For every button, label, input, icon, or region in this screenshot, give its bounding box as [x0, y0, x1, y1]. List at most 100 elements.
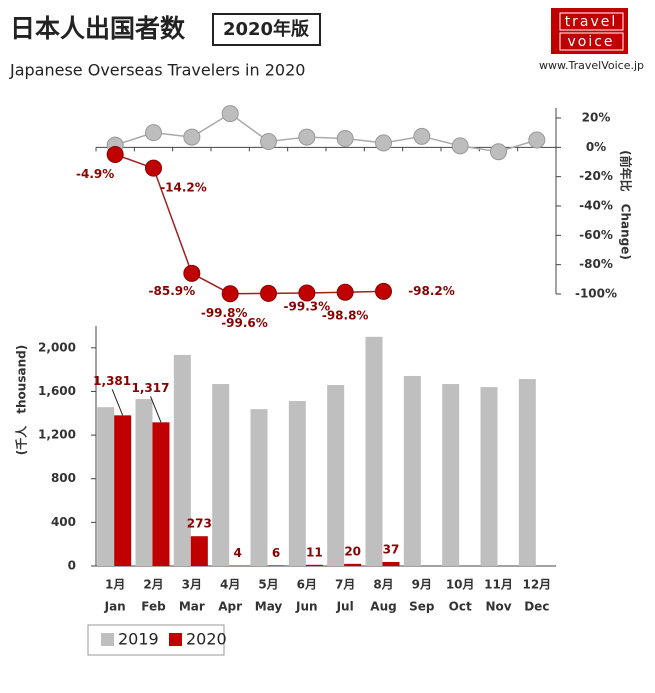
data-label: -98.8%: [322, 309, 369, 323]
x-tick-label: 10月: [446, 578, 475, 592]
y-tick-label: -60%: [579, 228, 613, 242]
data-label: 1,317: [132, 381, 170, 395]
logo-text: voice: [567, 34, 614, 50]
y-tick-label: 2,000: [38, 340, 76, 354]
bar: [344, 563, 362, 566]
data-label: 6: [272, 546, 280, 560]
x-tick-label: Jun: [295, 600, 318, 614]
x-tick-label: 11月: [484, 578, 513, 592]
bar: [305, 564, 323, 566]
x-tick-label: 1月: [105, 578, 125, 592]
data-label: 37: [383, 542, 400, 556]
data-label: -99.8%: [201, 306, 248, 320]
point: [336, 130, 354, 148]
logo-box: [551, 8, 628, 54]
bar: [190, 536, 208, 566]
point: [260, 132, 277, 150]
legend-swatch: [169, 633, 182, 646]
axis-label: (前年比 Change): [619, 150, 634, 260]
x-tick-label: Feb: [141, 600, 166, 614]
bar: [442, 384, 460, 566]
y-tick-label: -100%: [575, 287, 617, 301]
bar: [518, 379, 536, 566]
axis-label: (千人 thousand): [14, 345, 29, 455]
x-tick-label: 2月: [143, 578, 163, 592]
y-tick-label: -20%: [579, 169, 613, 183]
bar: [288, 401, 306, 566]
x-tick-label: 8月: [373, 578, 393, 592]
point: [183, 264, 201, 282]
y-tick-label: -80%: [579, 257, 613, 271]
point: [183, 128, 201, 146]
bar: [327, 385, 345, 566]
bar: [152, 422, 170, 566]
x-tick-label: Jul: [336, 600, 354, 614]
x-tick-label: 5月: [258, 578, 278, 592]
badge: 2020年版: [223, 18, 309, 40]
bar: [97, 407, 115, 566]
x-tick-label: Mar: [179, 600, 205, 614]
bar: [403, 375, 421, 566]
x-tick-label: 9月: [412, 578, 432, 592]
subtitle: Japanese Overseas Travelers in 2020: [9, 61, 305, 80]
x-tick-label: 12月: [522, 578, 551, 592]
data-label: -85.9%: [149, 284, 196, 298]
url: www.TravelVoice.jp: [539, 59, 644, 72]
bar: [114, 415, 132, 566]
point: [106, 146, 124, 164]
x-tick-label: 6月: [297, 578, 317, 592]
y-tick-label: 0: [68, 559, 76, 573]
data-label: 4: [233, 546, 241, 560]
point: [298, 284, 316, 302]
y-tick-label: 800: [51, 471, 76, 485]
point: [451, 137, 469, 155]
bar: [250, 409, 268, 566]
point: [528, 131, 546, 149]
x-tick-label: May: [255, 600, 283, 614]
bar: [173, 354, 191, 566]
data-label: -4.9%: [76, 167, 114, 181]
data-label: -99.6%: [221, 316, 268, 330]
point: [221, 285, 239, 303]
logo-frame: [559, 12, 624, 31]
x-tick-label: Apr: [218, 600, 242, 614]
point: [145, 159, 162, 177]
legend-box: [87, 624, 225, 656]
point: [375, 282, 392, 300]
point: [490, 143, 507, 161]
legend-label: 2020: [186, 630, 227, 649]
leader: [150, 396, 162, 423]
point: [260, 284, 277, 302]
leader: [111, 389, 124, 416]
x-tick-label: Jan: [104, 600, 126, 614]
point: [336, 283, 354, 301]
point: [413, 127, 431, 145]
bar: [135, 399, 153, 566]
y-tick-label: 20%: [582, 111, 611, 125]
y-tick-label: 1,200: [38, 428, 76, 442]
data-label: 11: [306, 545, 323, 559]
data-label: -98.2%: [408, 284, 455, 298]
data-label: 1,381: [93, 374, 131, 388]
data-label: -14.2%: [160, 181, 207, 195]
bar: [212, 384, 230, 566]
title: 日本人出国者数: [10, 14, 186, 43]
x-tick-label: 7月: [335, 578, 355, 592]
x-tick-label: 3月: [182, 578, 202, 592]
point: [375, 134, 392, 152]
legend-swatch: [101, 633, 114, 646]
x-tick-label: Sep: [409, 600, 435, 614]
x-tick-label: Oct: [449, 600, 472, 614]
x-tick-label: Aug: [370, 600, 396, 614]
x-tick-label: Nov: [485, 600, 511, 614]
line: [114, 112, 538, 153]
data-label: -99.3%: [284, 299, 331, 313]
bar: [267, 565, 285, 566]
bar: [480, 387, 498, 566]
logo-text: travel: [565, 14, 618, 30]
y-tick-label: -40%: [579, 199, 613, 213]
data-label: 273: [187, 517, 212, 531]
legend-label: 2019: [118, 630, 159, 649]
logo-frame: [559, 32, 624, 51]
